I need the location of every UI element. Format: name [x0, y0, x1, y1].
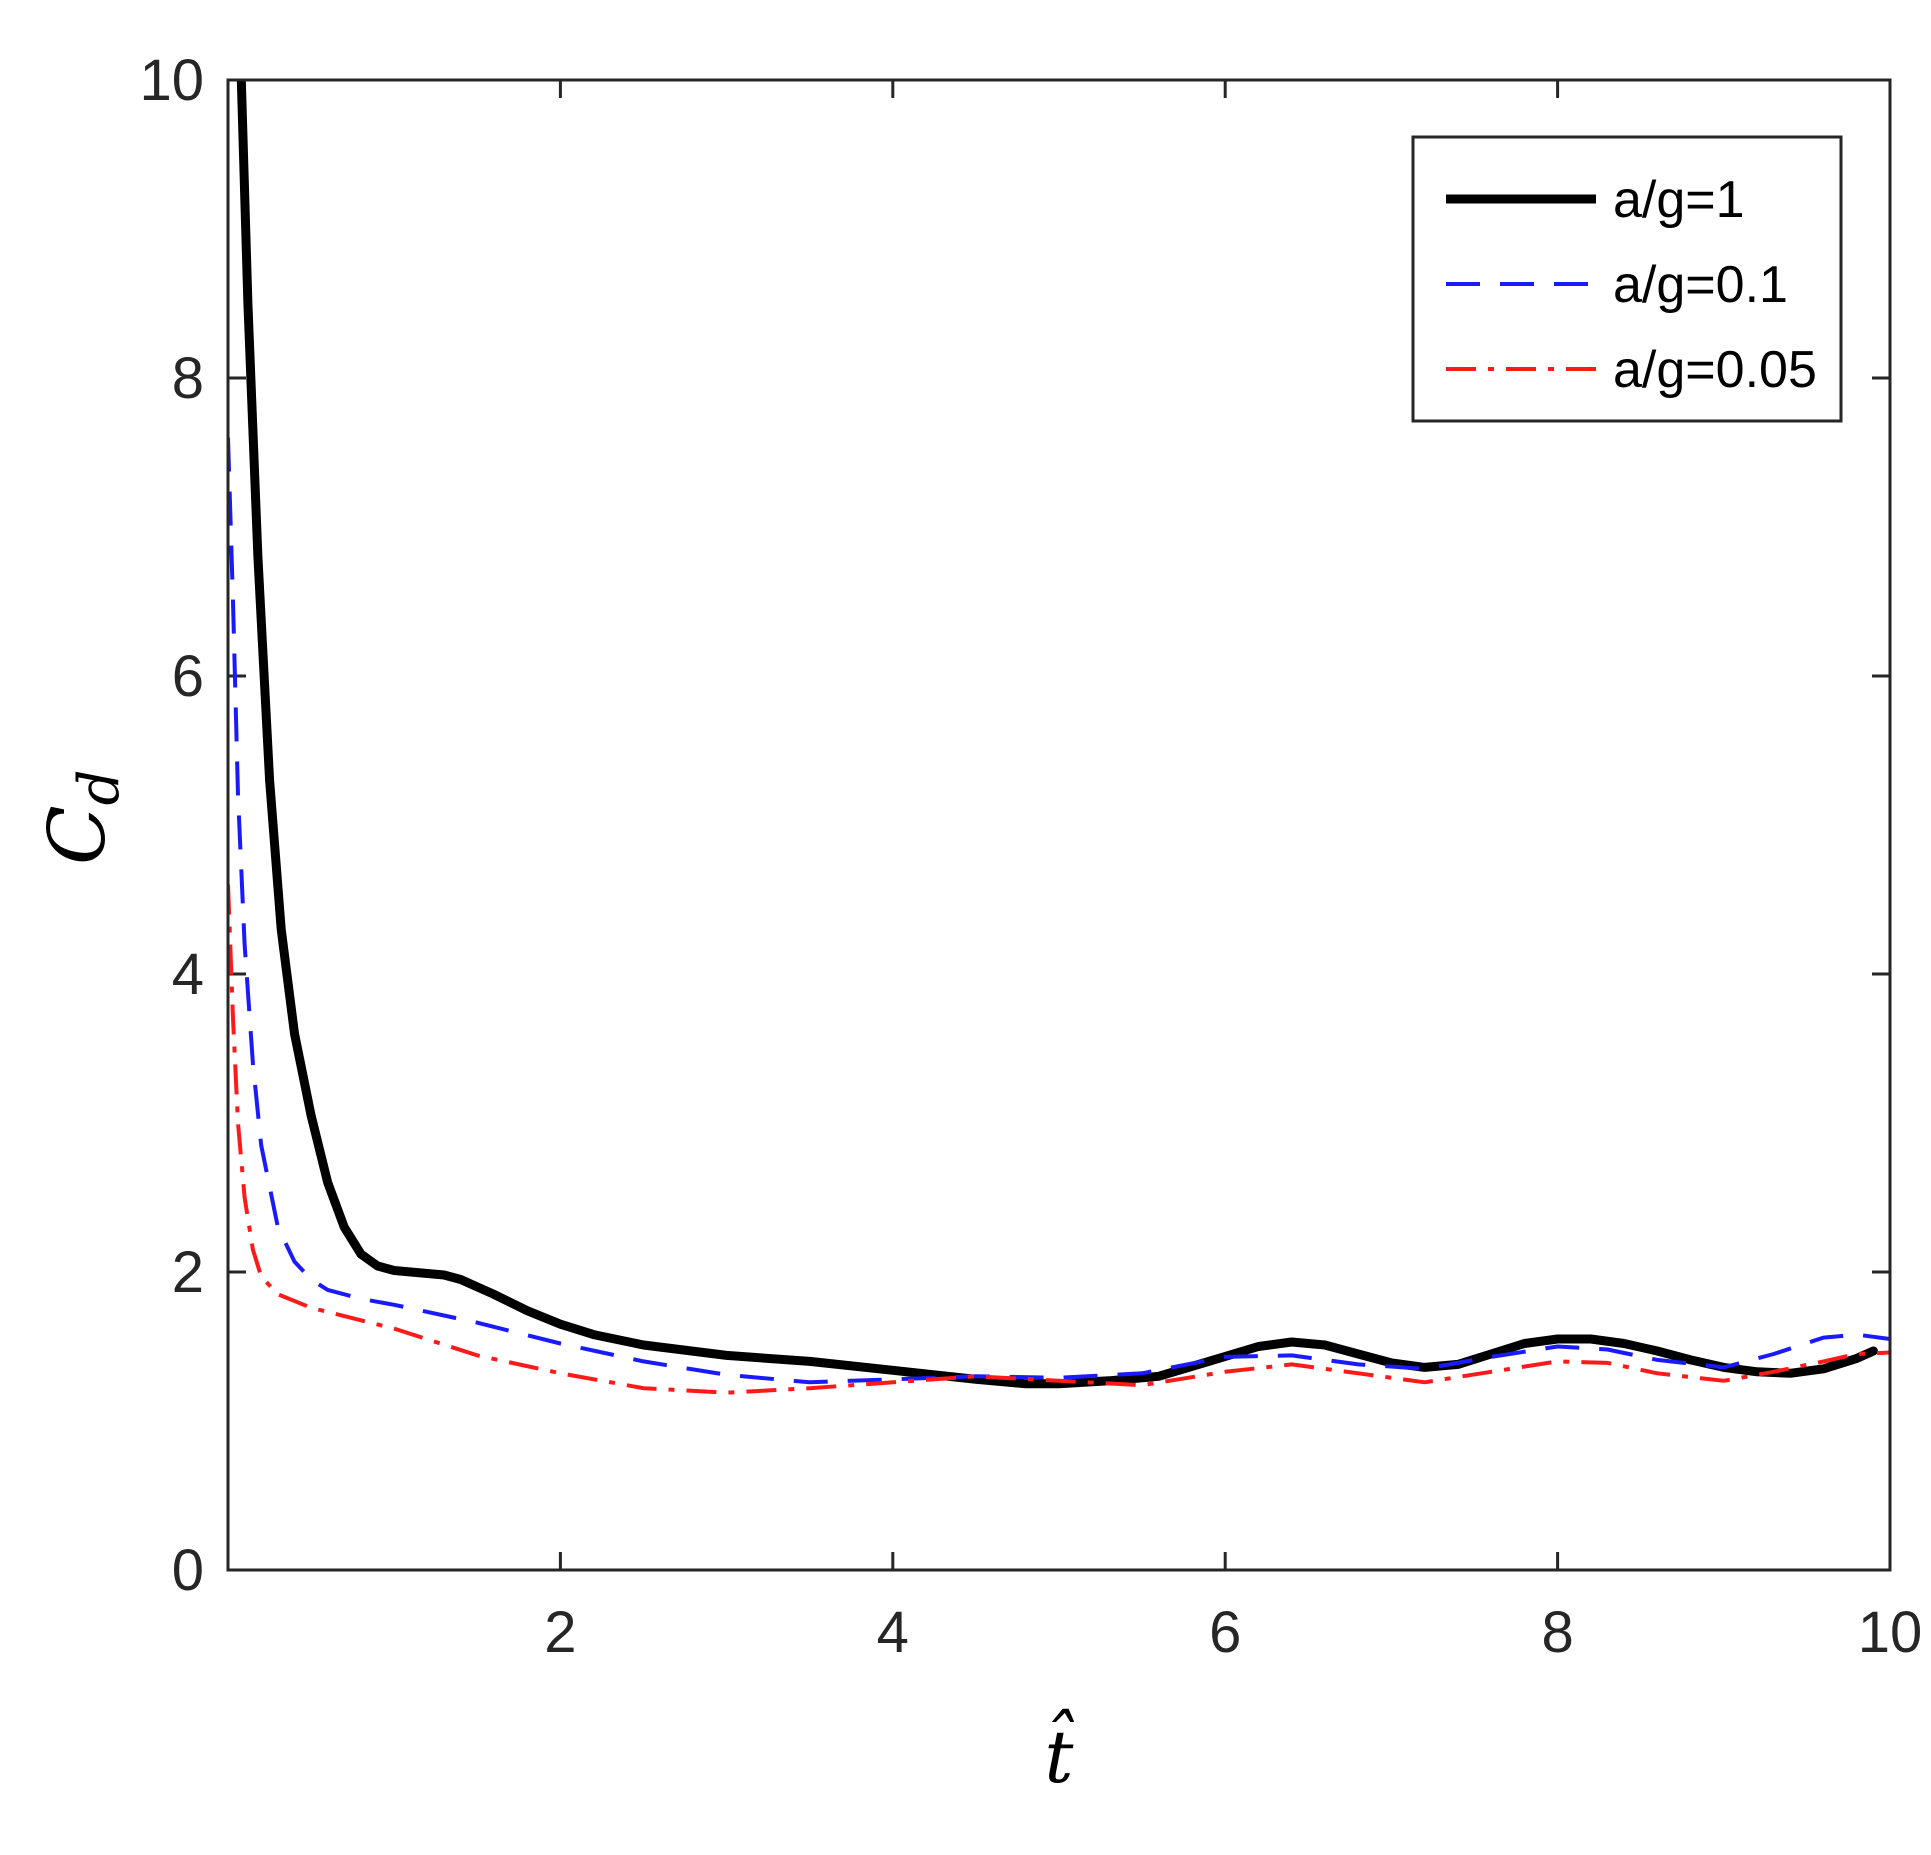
y-axis-title-main: C [33, 805, 123, 865]
y-tick-label: 8 [172, 346, 204, 411]
series-line-3 [228, 884, 1890, 1395]
y-tick-label: 4 [172, 942, 204, 1007]
x-axis-title: t̂ [1045, 1707, 1075, 1799]
y-tick-label: 10 [139, 48, 204, 113]
series-layer [228, 80, 1890, 1395]
y-axis-title-subscript: d [67, 769, 132, 805]
series-line-2 [228, 437, 1890, 1385]
y-axis-title: Cd [33, 769, 132, 865]
legend-label: a/g=1 [1613, 171, 1745, 229]
x-tick-label: 6 [1209, 1600, 1241, 1665]
x-tick-label: 8 [1541, 1600, 1573, 1665]
x-tick-label: 2 [544, 1600, 576, 1665]
x-tick-label: 10 [1858, 1600, 1923, 1665]
legend-box [1411, 135, 1843, 423]
plot-frame [226, 78, 1892, 1572]
series-line-1 [236, 80, 1878, 1389]
legend: a/g=1 a/g=0.1 a/g=0.05 [1411, 135, 1843, 423]
tick-labels: 2 4 6 8 10 0 2 4 6 8 10 [139, 48, 1922, 1665]
legend-label: a/g=0.1 [1613, 256, 1788, 314]
y-tick-label: 6 [172, 644, 204, 709]
legend-label: a/g=0.05 [1613, 341, 1817, 399]
y-tick-label: 0 [172, 1538, 204, 1603]
x-tick-label: 4 [877, 1600, 909, 1665]
y-tick-label: 2 [172, 1240, 204, 1305]
